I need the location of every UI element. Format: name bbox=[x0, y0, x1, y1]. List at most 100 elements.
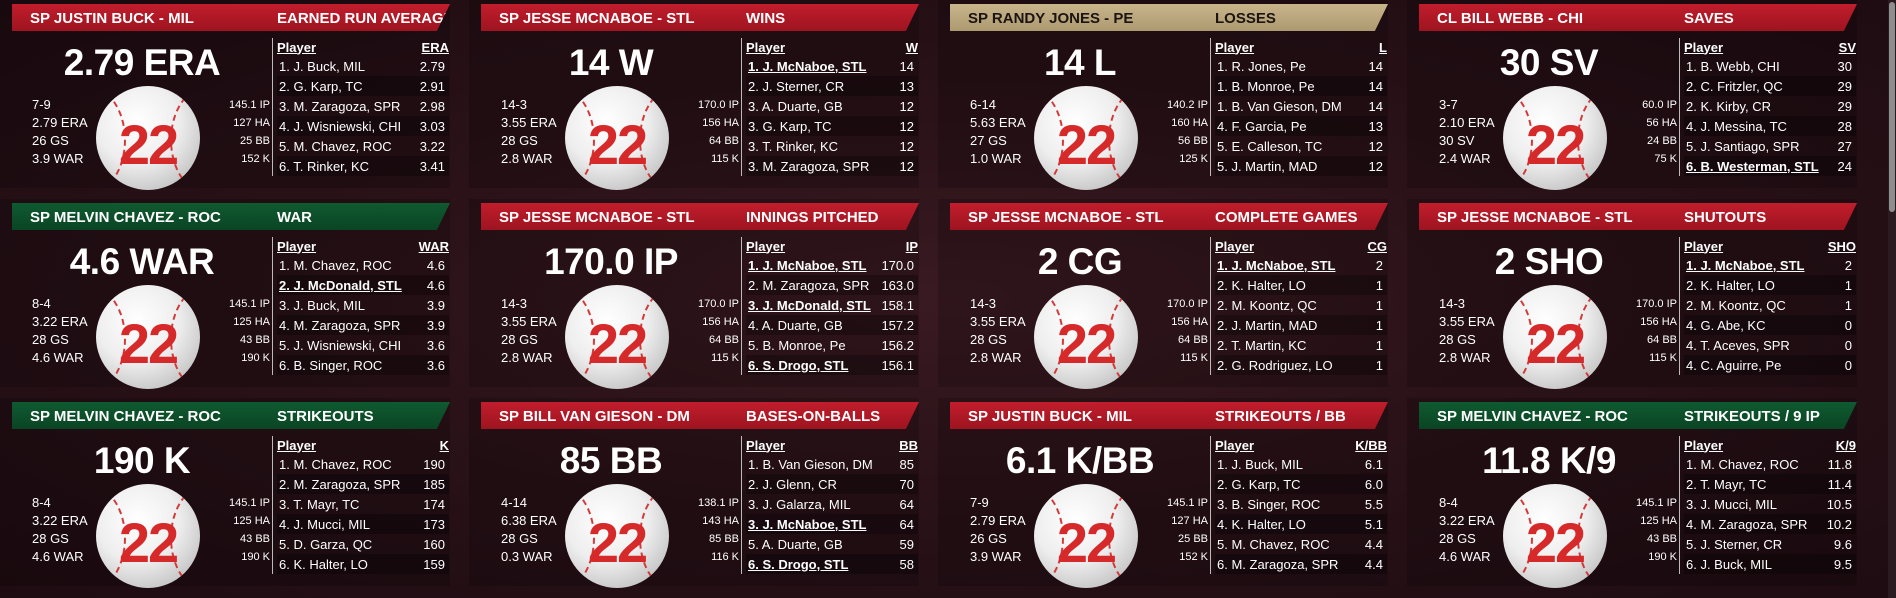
card-banner[interactable]: SP JUSTIN BUCK - MIL EARNED RUN AVERAGE bbox=[12, 4, 450, 31]
leader-name[interactable]: 1. J. McNaboe, STL bbox=[748, 257, 867, 273]
leader-card[interactable]: SP JESSE MCNABOE - STL WINS 14 W 14-3 3.5… bbox=[469, 0, 919, 190]
leaderboard-row[interactable]: 5. D. Garza, QC 160 bbox=[277, 534, 449, 554]
leader-name[interactable]: 4. A. Duarte, GB bbox=[748, 317, 843, 333]
leaderboard-row[interactable]: 2. M. Koontz, QC 1 bbox=[1215, 295, 1387, 315]
leaderboard-row[interactable]: 1. J. McNaboe, STL 170.0 bbox=[746, 255, 918, 275]
leader-name[interactable]: 2. M. Zaragoza, SPR bbox=[279, 476, 401, 492]
leaderboard-row[interactable]: 3. A. Duarte, GB 12 bbox=[746, 96, 918, 116]
leader-name[interactable]: 4. G. Abe, KC bbox=[1686, 317, 1766, 333]
leader-name[interactable]: 5. J. Santiago, SPR bbox=[1686, 138, 1800, 154]
leader-name[interactable]: 2. T. Martin, KC bbox=[1217, 337, 1307, 353]
leaderboard-row[interactable]: 5. J. Sterner, CR 9.6 bbox=[1684, 534, 1856, 554]
leader-player-name[interactable]: SP JESSE MCNABOE - STL bbox=[499, 10, 695, 27]
leader-player-name[interactable]: CL BILL WEBB - CHI bbox=[1437, 10, 1584, 27]
leader-player-name[interactable]: SP JESSE MCNABOE - STL bbox=[499, 209, 695, 226]
card-banner[interactable]: SP RANDY JONES - PE LOSSES bbox=[950, 4, 1388, 31]
leaderboard-row[interactable]: 2. J. Sterner, CR 13 bbox=[746, 76, 918, 96]
leader-name[interactable]: 6. K. Halter, LO bbox=[279, 556, 368, 572]
stat-column-header[interactable]: SHO bbox=[1827, 238, 1856, 254]
leader-name[interactable]: 6. S. Drogo, STL bbox=[748, 556, 849, 572]
leader-name[interactable]: 5. J. Wisniewski, CHI bbox=[279, 337, 402, 353]
leaderboard-row[interactable]: 1. J. McNaboe, STL 14 bbox=[746, 56, 918, 76]
leaderboard-row[interactable]: 3. M. Zaragoza, SPR 2.98 bbox=[277, 96, 449, 116]
leader-name[interactable]: 1. J. McNaboe, STL bbox=[1217, 257, 1336, 273]
leaderboard-row[interactable]: 1. B. Monroe, Pe 14 bbox=[1215, 76, 1387, 96]
leader-card[interactable]: CL BILL WEBB - CHI SAVES 30 SV 3-7 2.10 E… bbox=[1407, 0, 1857, 190]
leader-name[interactable]: 6. J. Buck, MIL bbox=[1686, 556, 1772, 572]
leader-card[interactable]: SP JUSTIN BUCK - MIL EARNED RUN AVERAGE … bbox=[0, 0, 450, 190]
leader-name[interactable]: 2. J. McDonald, STL bbox=[279, 277, 402, 293]
leaderboard-row[interactable]: 2. J. McDonald, STL 4.6 bbox=[277, 275, 449, 295]
player-column-header[interactable]: Player bbox=[277, 437, 317, 453]
stat-column-header[interactable]: K bbox=[439, 437, 449, 453]
card-banner[interactable]: SP JESSE MCNABOE - STL COMPLETE GAMES bbox=[950, 203, 1388, 230]
leader-name[interactable]: 3. G. Karp, TC bbox=[748, 118, 832, 134]
leaderboard-row[interactable]: 4. A. Duarte, GB 157.2 bbox=[746, 315, 918, 335]
leaderboard-row[interactable]: 2. C. Fritzler, QC 29 bbox=[1684, 76, 1856, 96]
leader-name[interactable]: 1. J. McNaboe, STL bbox=[748, 58, 867, 74]
leader-player-name[interactable]: SP JUSTIN BUCK - MIL bbox=[30, 10, 194, 27]
leader-card[interactable]: SP BILL VAN GIESON - DM BASES-ON-BALLS 8… bbox=[469, 398, 919, 588]
leaderboard-row[interactable]: 3. J. Mucci, MIL 10.5 bbox=[1684, 494, 1856, 514]
leaderboard-row[interactable]: 1. B. Van Gieson, DM 14 bbox=[1215, 96, 1387, 116]
leaderboard-row[interactable]: 3. J. Galarza, MIL 64 bbox=[746, 494, 918, 514]
leader-name[interactable]: 3. M. Zaragoza, SPR bbox=[279, 98, 401, 114]
leader-player-name[interactable]: SP JESSE MCNABOE - STL bbox=[1437, 209, 1633, 226]
leader-name[interactable]: 1. M. Chavez, ROC bbox=[279, 257, 392, 273]
leaderboard-row[interactable]: 2. G. Karp, TC 6.0 bbox=[1215, 474, 1387, 494]
leader-name[interactable]: 2. J. Glenn, CR bbox=[748, 476, 837, 492]
leaderboard-row[interactable]: 4. M. Zaragoza, SPR 3.9 bbox=[277, 315, 449, 335]
leader-name[interactable]: 1. B. Van Gieson, DM bbox=[748, 456, 873, 472]
leader-card[interactable]: SP JESSE MCNABOE - STL SHUTOUTS 2 SHO 14… bbox=[1407, 199, 1857, 389]
leaderboard-row[interactable]: 5. J. Martin, MAD 12 bbox=[1215, 156, 1387, 176]
leaderboard-row[interactable]: 2. T. Martin, KC 1 bbox=[1215, 335, 1387, 355]
card-banner[interactable]: SP MELVIN CHAVEZ - ROC WAR bbox=[12, 203, 450, 230]
leader-name[interactable]: 5. J. Martin, MAD bbox=[1217, 158, 1318, 174]
leaderboard-row[interactable]: 1. M. Chavez, ROC 11.8 bbox=[1684, 454, 1856, 474]
leaderboard-row[interactable]: 3. J. McNaboe, STL 64 bbox=[746, 514, 918, 534]
leader-name[interactable]: 2. M. Koontz, QC bbox=[1217, 297, 1317, 313]
leader-name[interactable]: 4. J. Messina, TC bbox=[1686, 118, 1787, 134]
leader-card[interactable]: SP JESSE MCNABOE - STL COMPLETE GAMES 2 … bbox=[938, 199, 1388, 389]
leaderboard-row[interactable]: 5. M. Chavez, ROC 3.22 bbox=[277, 136, 449, 156]
stat-column-header[interactable]: K/BB bbox=[1355, 437, 1387, 453]
leaderboard-row[interactable]: 1. J. McNaboe, STL 2 bbox=[1215, 255, 1387, 275]
player-column-header[interactable]: Player bbox=[746, 437, 786, 453]
leaderboard-row[interactable]: 1. J. McNaboe, STL 2 bbox=[1684, 255, 1856, 275]
leader-player-name[interactable]: SP JUSTIN BUCK - MIL bbox=[968, 408, 1132, 425]
leader-name[interactable]: 4. M. Zaragoza, SPR bbox=[279, 317, 401, 333]
leader-name[interactable]: 3. J. McNaboe, STL bbox=[748, 516, 867, 532]
leader-name[interactable]: 1. B. Monroe, Pe bbox=[1217, 78, 1315, 94]
leader-name[interactable]: 4. F. Garcia, Pe bbox=[1217, 118, 1307, 134]
leader-player-name[interactable]: SP MELVIN CHAVEZ - ROC bbox=[30, 209, 221, 226]
leader-name[interactable]: 1. M. Chavez, ROC bbox=[279, 456, 392, 472]
leader-card[interactable]: SP RANDY JONES - PE LOSSES 14 L 6-14 5.63… bbox=[938, 0, 1388, 190]
leader-name[interactable]: 3. B. Singer, ROC bbox=[1217, 496, 1321, 512]
leader-name[interactable]: 5. B. Monroe, Pe bbox=[748, 337, 846, 353]
leaderboard-row[interactable]: 1. B. Van Gieson, DM 85 bbox=[746, 454, 918, 474]
leader-player-name[interactable]: SP RANDY JONES - PE bbox=[968, 10, 1134, 27]
leader-name[interactable]: 5. A. Duarte, GB bbox=[748, 536, 843, 552]
leader-card[interactable]: SP JESSE MCNABOE - STL INNINGS PITCHED 1… bbox=[469, 199, 919, 389]
leaderboard-row[interactable]: 6. J. Buck, MIL 9.5 bbox=[1684, 554, 1856, 574]
leader-name[interactable]: 6. S. Drogo, STL bbox=[748, 357, 849, 373]
stat-column-header[interactable]: W bbox=[905, 39, 918, 55]
leader-name[interactable]: 4. J. Wisniewski, CHI bbox=[279, 118, 402, 134]
leader-name[interactable]: 2. G. Rodriguez, LO bbox=[1217, 357, 1333, 373]
leaderboard-row[interactable]: 5. J. Santiago, SPR 27 bbox=[1684, 136, 1856, 156]
player-column-header[interactable]: Player bbox=[1684, 238, 1724, 254]
leader-name[interactable]: 6. T. Rinker, KC bbox=[279, 158, 370, 174]
leaderboard-row[interactable]: 5. B. Monroe, Pe 156.2 bbox=[746, 335, 918, 355]
leaderboard-row[interactable]: 3. G. Karp, TC 12 bbox=[746, 116, 918, 136]
player-column-header[interactable]: Player bbox=[1684, 39, 1724, 55]
vertical-scrollbar[interactable] bbox=[1888, 0, 1896, 598]
leader-name[interactable]: 1. J. Buck, MIL bbox=[1217, 456, 1303, 472]
leader-name[interactable]: 4. C. Aguirre, Pe bbox=[1686, 357, 1782, 373]
leader-name[interactable]: 1. J. McNaboe, STL bbox=[1686, 257, 1805, 273]
leaderboard-row[interactable]: 4. K. Halter, LO 5.1 bbox=[1215, 514, 1387, 534]
leaderboard-row[interactable]: 1. J. Buck, MIL 6.1 bbox=[1215, 454, 1387, 474]
leaderboard-row[interactable]: 4. M. Zaragoza, SPR 10.2 bbox=[1684, 514, 1856, 534]
leader-name[interactable]: 1. M. Chavez, ROC bbox=[1686, 456, 1799, 472]
leader-player-name[interactable]: SP MELVIN CHAVEZ - ROC bbox=[1437, 408, 1628, 425]
leaderboard-row[interactable]: 1. J. Buck, MIL 2.79 bbox=[277, 56, 449, 76]
